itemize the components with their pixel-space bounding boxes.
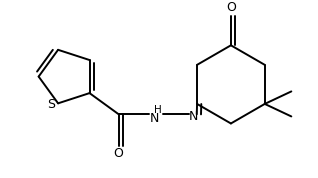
Text: S: S [47, 98, 55, 111]
Text: N: N [189, 110, 198, 123]
Text: N: N [150, 112, 159, 125]
Text: O: O [114, 147, 124, 160]
Text: H: H [154, 105, 162, 115]
Text: O: O [226, 1, 236, 14]
